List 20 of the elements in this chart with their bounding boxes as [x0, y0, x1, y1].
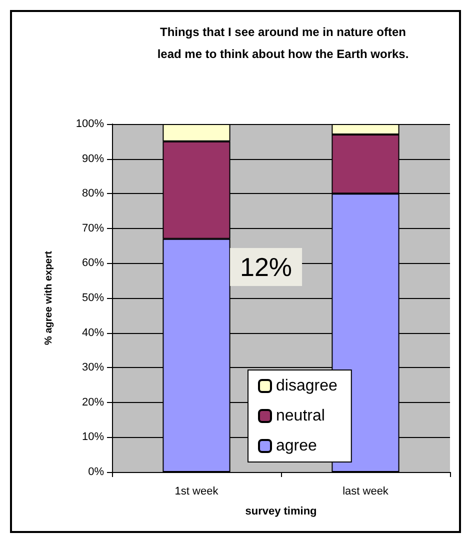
y-tick-label: 0%	[88, 466, 104, 478]
y-tick-label: 100%	[76, 118, 104, 130]
y-tick-label: 10%	[82, 431, 104, 444]
y-tick-label: 80%	[82, 188, 104, 200]
chart-title: Things that I see around me in nature often lead me to think about how the Earth works.	[157, 25, 409, 61]
y-tick-label: 30%	[82, 362, 104, 374]
y-tick-label: 90%	[82, 152, 104, 165]
legend-label: disagree	[276, 378, 338, 394]
x-tick-label: last week	[342, 486, 389, 498]
x-axis-title: survey timing	[245, 506, 317, 518]
y-tick-label: 50%	[82, 292, 104, 304]
y-axis-title: % agree with expert	[44, 250, 54, 345]
annotation: 12%	[240, 252, 292, 282]
y-tick-label: 20%	[82, 396, 104, 408]
y-tick-label: 70%	[82, 222, 104, 234]
y-tick-label: 60%	[82, 257, 104, 270]
legend-label: neutral	[276, 408, 325, 424]
legend-label: agree	[276, 438, 318, 454]
y-tick-label: 40%	[82, 326, 104, 339]
x-tick-label: 1st week	[174, 486, 219, 498]
